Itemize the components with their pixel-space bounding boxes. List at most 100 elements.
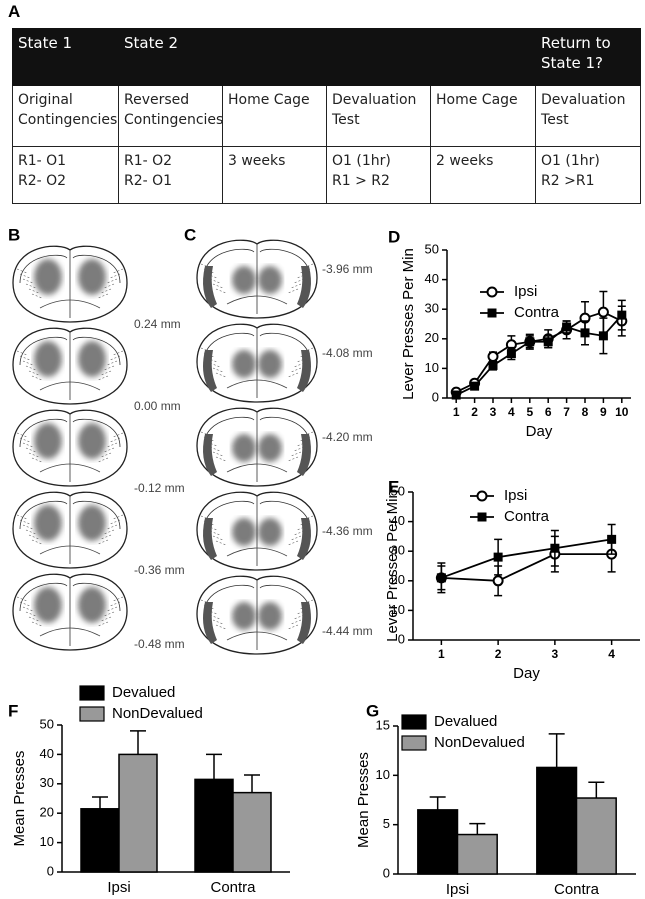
brain-section (196, 491, 318, 571)
brain-detail (100, 288, 112, 294)
lesion-area (34, 587, 62, 623)
brain-ventral (226, 547, 288, 557)
brain-detail (100, 616, 112, 622)
y-tick-label: 10 (391, 602, 405, 617)
brain-detail (287, 624, 299, 630)
legend-label: Devalued (112, 684, 175, 701)
bar (536, 766, 578, 875)
brain-detail (290, 367, 302, 373)
error-bar (429, 796, 446, 810)
brain-detail (103, 529, 115, 535)
brain-detail (103, 365, 115, 371)
table-row: Original Contingencies Reversed Continge… (12, 85, 642, 147)
marker (493, 552, 503, 562)
brain-detail (97, 293, 109, 299)
design-table: State 1 State 2 Return to State 1? Origi… (12, 28, 642, 204)
brain-dark-region (297, 266, 311, 308)
brain-detail (22, 442, 34, 448)
brain-detail (212, 451, 224, 457)
x-tick-label: 6 (545, 405, 552, 419)
marker (487, 308, 497, 318)
section-label: 0.00 mm (134, 399, 181, 413)
brain-section (12, 409, 128, 487)
brain-inner (19, 578, 121, 646)
x-tick-label: 7 (563, 405, 570, 419)
x-axis-label: Day (513, 665, 540, 682)
bar (575, 797, 617, 875)
brain-detail (28, 370, 40, 376)
brain-detail (106, 524, 118, 530)
series-line (455, 311, 623, 393)
brain-section (12, 245, 128, 323)
brain-detail (212, 283, 224, 289)
brain-detail (28, 288, 40, 294)
brain-detail (103, 611, 115, 617)
cell: R1- O1 R2- O2 (12, 146, 119, 204)
series-line (441, 538, 612, 579)
bar (456, 833, 498, 875)
panel-label: G (366, 701, 379, 720)
brain-ventral (39, 381, 101, 391)
brain-detail (16, 268, 28, 274)
section-label: -0.12 mm (134, 481, 185, 495)
marker (617, 310, 627, 320)
lesion-area (78, 259, 106, 295)
y-tick-label: 5 (383, 816, 390, 831)
y-axis-label: Mean Presses (11, 751, 28, 847)
panel-label: D (388, 227, 400, 246)
y-tick-label: 40 (391, 513, 405, 528)
brain-detail (106, 606, 118, 612)
brain-ventral (39, 627, 101, 637)
brain-detail (106, 360, 118, 366)
brain-inner (19, 332, 121, 400)
brain-detail (19, 519, 31, 525)
lesion-area (258, 350, 282, 378)
lesion-area (258, 518, 282, 546)
brain-section (196, 239, 318, 319)
lesion-area (34, 341, 62, 377)
section-label: -4.36 mm (322, 524, 373, 538)
brain-detail (100, 370, 112, 376)
y-tick-label: 15 (376, 717, 390, 732)
header-cell: Return to State 1? (535, 28, 642, 86)
header-cell: State 2 (117, 28, 537, 86)
brain-detail (16, 514, 28, 520)
brain-detail (215, 540, 227, 546)
panel-label: C (184, 225, 196, 244)
brain-ventral (226, 463, 288, 473)
brain-ventral (39, 463, 101, 473)
marker (543, 337, 553, 347)
brain-dark-region (297, 350, 311, 392)
x-tick-label: 5 (526, 405, 533, 419)
y-tick-label: 20 (391, 572, 405, 587)
brain-detail (100, 452, 112, 458)
brain-detail (215, 456, 227, 462)
brain-section (12, 491, 128, 569)
brain-detail (215, 624, 227, 630)
y-tick-label: 10 (376, 767, 390, 782)
bar (232, 791, 272, 873)
legend-swatch (401, 714, 427, 730)
brain-detail (31, 293, 43, 299)
brain-dark-region (203, 350, 217, 392)
lesion-area (34, 505, 62, 541)
panel-label: B (8, 225, 20, 244)
brain-detail (287, 288, 299, 294)
bar (417, 809, 459, 875)
brain-detail (22, 524, 34, 530)
y-tick-label: 30 (40, 775, 54, 790)
series-line (441, 553, 612, 582)
brain-detail (19, 273, 31, 279)
brain-detail (109, 355, 121, 361)
legend-swatch (79, 685, 105, 701)
legend-label: Contra (514, 304, 560, 321)
legend-label: Ipsi (514, 283, 537, 300)
panel-label: A (8, 2, 21, 21)
x-tick-label: 10 (615, 405, 629, 419)
x-tick-label: 1 (438, 647, 445, 661)
brain-dark-region (203, 518, 217, 560)
y-tick-label: 0 (47, 863, 54, 878)
y-tick-label: 50 (425, 241, 439, 256)
